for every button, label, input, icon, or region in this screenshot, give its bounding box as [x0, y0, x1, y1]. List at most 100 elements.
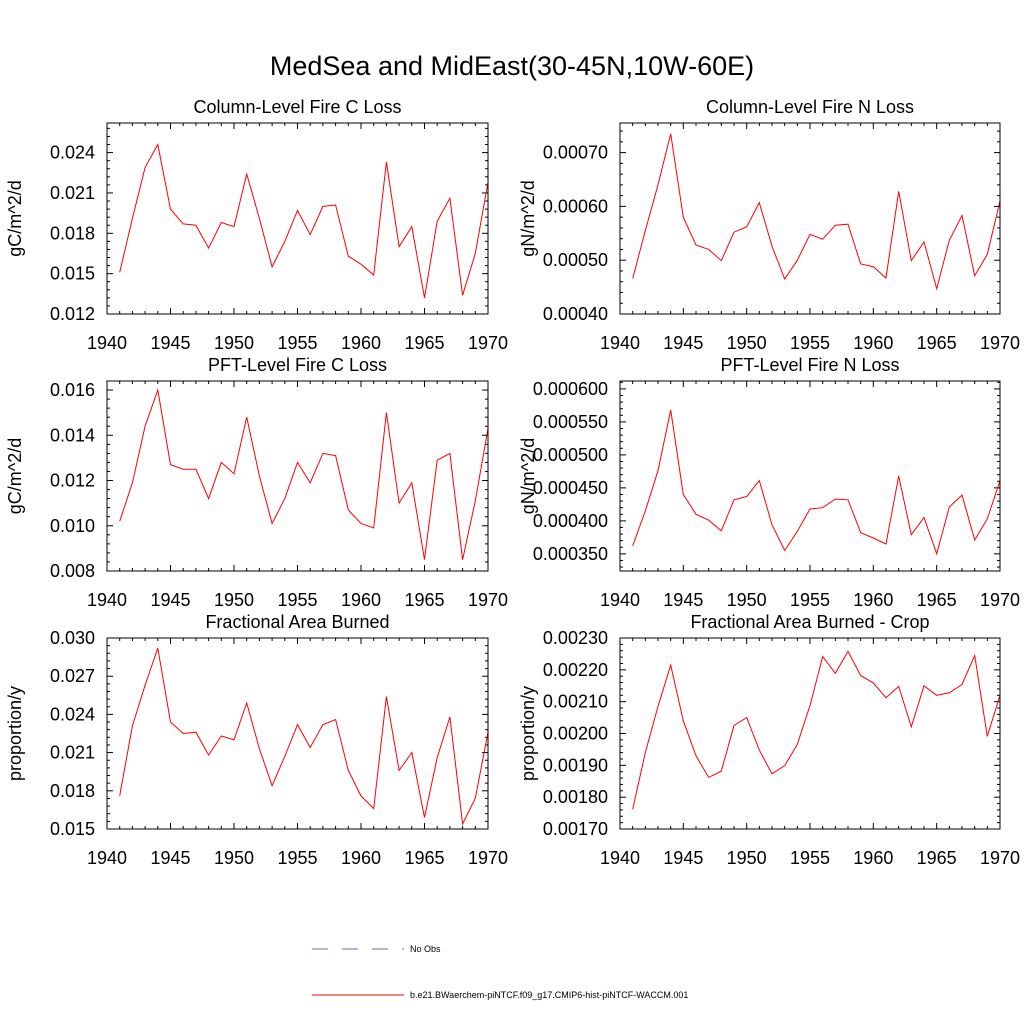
figure-title: MedSea and MidEast(30-45N,10W-60E)	[270, 51, 754, 81]
y-tick-label: 0.016	[50, 380, 95, 400]
x-tick-label: 1945	[150, 590, 190, 610]
y-tick-label: 0.00170	[543, 819, 608, 839]
y-tick-label: 0.018	[50, 223, 95, 243]
x-tick-label: 1955	[790, 848, 830, 868]
y-tick-label: 0.021	[50, 183, 95, 203]
y-axis-label: gC/m^2/d	[5, 438, 25, 514]
y-tick-label: 0.00060	[543, 196, 608, 216]
y-tick-label: 0.00230	[543, 628, 608, 648]
y-axis-label: proportion/y	[518, 686, 538, 781]
panel-title: PFT-Level Fire C Loss	[208, 355, 387, 375]
y-tick-label: 0.010	[50, 516, 95, 536]
series-line	[632, 409, 1000, 556]
chart-panel: PFT-Level Fire C Loss gC/m^2/d 1940 1945 195…	[5, 355, 508, 610]
legend-noobs-label: No Obs	[410, 944, 441, 954]
y-tick-label: 0.018	[50, 781, 95, 801]
y-axis-label: proportion/y	[5, 686, 25, 781]
panel-title: Fractional Area Burned	[205, 612, 389, 632]
x-tick-label: 1945	[663, 333, 703, 353]
panel-title: PFT-Level Fire N Loss	[720, 355, 899, 375]
x-tick-label: 1960	[341, 333, 381, 353]
plot-frame	[106, 637, 489, 830]
plot-frame	[619, 637, 1001, 830]
x-tick-label: 1960	[853, 590, 893, 610]
y-tick-label: 0.000500	[533, 445, 608, 465]
plot-frame	[106, 122, 489, 315]
chart-panel: Fractional Area Burned proportion/y 1940 19…	[5, 612, 508, 868]
y-tick-label: 0.024	[50, 704, 95, 724]
x-tick-label: 1970	[468, 590, 508, 610]
x-tick-label: 1970	[468, 333, 508, 353]
legend: No Obs b.e21.BWaerchem-piNTCF.f09_g17.CM…	[312, 944, 688, 1000]
x-tick-label: 1950	[727, 590, 767, 610]
x-tick-label: 1970	[468, 848, 508, 868]
x-tick-label: 1940	[600, 590, 640, 610]
plot-frame	[106, 380, 489, 572]
x-tick-label: 1960	[853, 848, 893, 868]
chart-panel: PFT-Level Fire N Loss gN/m^2/d 1940 1945 195…	[518, 355, 1020, 610]
x-tick-label: 1950	[727, 333, 767, 353]
x-tick-label: 1940	[87, 590, 127, 610]
x-tick-label: 1950	[214, 333, 254, 353]
y-tick-label: 0.030	[50, 628, 95, 648]
y-tick-label: 0.012	[50, 471, 95, 491]
x-tick-label: 1970	[980, 333, 1020, 353]
y-tick-label: 0.00190	[543, 755, 608, 775]
x-tick-label: 1950	[214, 590, 254, 610]
y-axis-label: gC/m^2/d	[5, 180, 25, 256]
y-tick-label: 0.00180	[543, 787, 608, 807]
series-line	[119, 388, 488, 560]
x-tick-label: 1960	[853, 333, 893, 353]
y-axis-label: gN/m^2/d	[518, 180, 538, 256]
x-tick-label: 1970	[980, 848, 1020, 868]
panel-title: Column-Level Fire N Loss	[706, 97, 914, 117]
y-tick-label: 0.00040	[543, 304, 608, 324]
series-line	[632, 650, 1000, 810]
panel-title: Column-Level Fire C Loss	[193, 97, 401, 117]
x-tick-label: 1945	[150, 333, 190, 353]
plot-frame	[619, 380, 1001, 572]
x-tick-label: 1950	[214, 848, 254, 868]
x-tick-label: 1965	[917, 333, 957, 353]
y-tick-label: 0.000550	[533, 412, 608, 432]
y-tick-label: 0.012	[50, 304, 95, 324]
y-tick-label: 0.00220	[543, 660, 608, 680]
x-tick-label: 1945	[150, 848, 190, 868]
x-tick-label: 1960	[341, 590, 381, 610]
x-tick-label: 1955	[790, 590, 830, 610]
y-tick-label: 0.000450	[533, 478, 608, 498]
y-tick-label: 0.00210	[543, 692, 608, 712]
x-tick-label: 1965	[917, 848, 957, 868]
legend-model-label: b.e21.BWaerchem-piNTCF.f09_g17.CMIP6-his…	[410, 990, 688, 1000]
y-tick-label: 0.015	[50, 819, 95, 839]
x-tick-label: 1940	[600, 333, 640, 353]
y-tick-label: 0.021	[50, 743, 95, 763]
y-tick-label: 0.014	[50, 425, 95, 445]
x-tick-label: 1970	[980, 590, 1020, 610]
x-tick-label: 1965	[917, 590, 957, 610]
panel-title: Fractional Area Burned - Crop	[690, 612, 929, 632]
plot-frame	[619, 122, 1001, 315]
x-tick-label: 1940	[87, 848, 127, 868]
y-tick-label: 0.027	[50, 666, 95, 686]
y-tick-label: 0.000600	[533, 379, 608, 399]
y-tick-label: 0.00070	[543, 143, 608, 163]
x-tick-label: 1965	[404, 590, 444, 610]
x-tick-label: 1955	[790, 333, 830, 353]
chart-panels: Column-Level Fire C Loss gC/m^2/d 1940 1945…	[5, 97, 1020, 868]
x-tick-label: 1955	[277, 333, 317, 353]
x-tick-label: 1965	[404, 848, 444, 868]
y-tick-label: 0.015	[50, 264, 95, 284]
series-line	[119, 143, 488, 298]
y-axis-label: gN/m^2/d	[518, 438, 538, 514]
y-tick-label: 0.000350	[533, 544, 608, 564]
x-tick-label: 1945	[663, 590, 703, 610]
y-tick-label: 0.00050	[543, 250, 608, 270]
x-tick-label: 1940	[87, 333, 127, 353]
series-line	[632, 133, 1000, 291]
chart-panel: Column-Level Fire C Loss gC/m^2/d 1940 1945…	[5, 97, 508, 353]
x-tick-label: 1955	[277, 590, 317, 610]
x-tick-label: 1955	[277, 848, 317, 868]
chart-panel: Column-Level Fire N Loss gN/m^2/d 1940 1945…	[518, 97, 1020, 353]
